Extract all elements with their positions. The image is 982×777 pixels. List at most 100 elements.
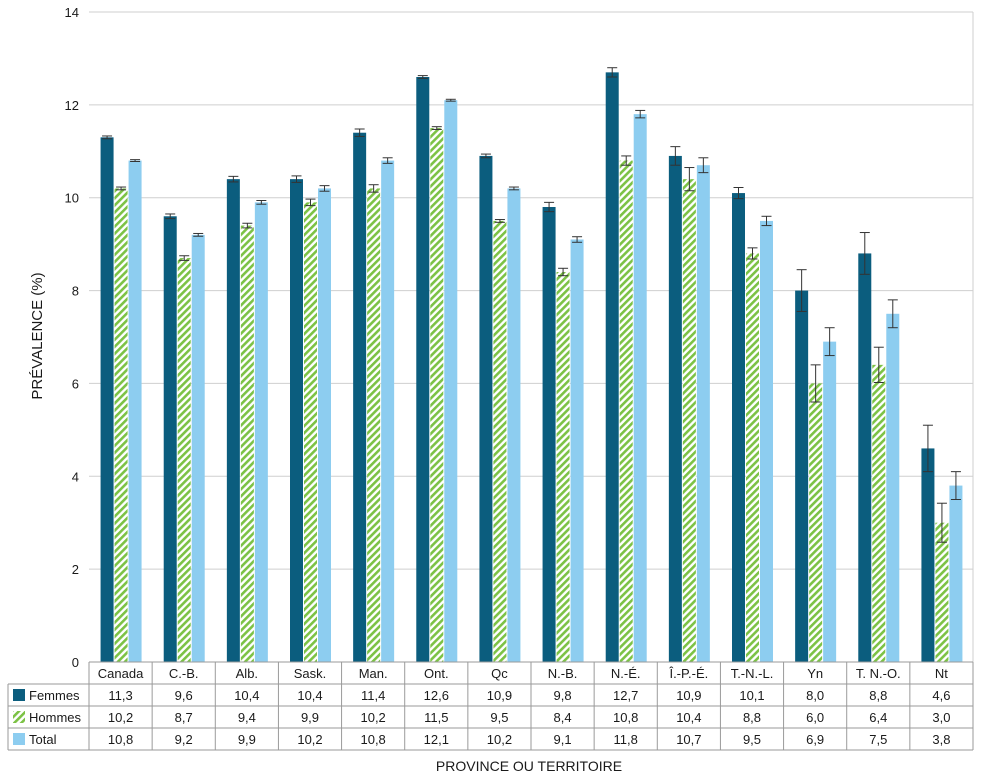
bar-total-2 [254,202,268,662]
error-bar [354,128,365,137]
error-bar [544,201,555,213]
category-label: Nt [935,666,948,681]
bar-hommes-9 [682,179,696,662]
bar-total-10 [760,220,773,662]
data-label: 11,8 [614,732,638,747]
error-bar [417,75,428,79]
error-bar [572,236,583,243]
error-bar [698,157,709,174]
data-label: 9,9 [301,710,319,725]
error-bar [130,159,141,162]
category-label: Yn [807,666,823,681]
category-label: C.-B. [169,666,199,681]
error-bar [810,364,821,403]
bars [100,67,963,663]
category-label: Sask. [294,666,327,681]
bar-hommes-12 [872,364,886,662]
error-bar [873,346,884,383]
error-bar [368,184,379,193]
data-label: 11,4 [361,688,385,703]
legend-swatch-hommes [13,711,25,723]
data-label: 6,9 [806,732,824,747]
data-label: 12,7 [613,688,638,703]
data-label: 10,2 [360,710,385,725]
error-bar [305,198,316,207]
error-bar [635,109,646,119]
error-bar [761,215,772,227]
data-label: 6,0 [806,710,824,725]
data-label: 9,4 [238,710,256,725]
bar-femmes-7 [542,207,556,662]
bar-hommes-3 [304,202,317,662]
category-label: Alb. [236,666,258,681]
data-label: 11,5 [424,710,448,725]
y-tick-label: 14 [65,5,79,20]
bar-femmes-3 [290,179,303,662]
data-label: 8,4 [554,710,572,725]
error-bar [747,247,758,260]
data-label: 8,0 [806,688,824,703]
y-tick-label: 4 [72,469,79,484]
error-bar [165,213,176,220]
data-label: 10,8 [613,710,638,725]
data-label: 12,6 [424,688,449,703]
data-label: 8,8 [869,688,887,703]
y-tick-label: 8 [72,284,79,299]
bar-femmes-10 [732,193,745,663]
error-bar [242,222,253,229]
bar-total-8 [633,114,647,662]
data-label: 9,6 [175,688,193,703]
legend-swatch-femmes [13,689,25,701]
bar-hommes-13 [935,522,949,662]
bar-hommes-5 [430,128,444,663]
error-bar [193,232,204,237]
bar-hommes-8 [619,160,633,663]
data-label: 10,9 [487,688,512,703]
y-tick-label: 10 [65,191,79,206]
error-bar [950,471,961,500]
category-label: T.-N.-L. [731,666,774,681]
data-label: 3,0 [932,710,950,725]
data-label: 8,7 [175,710,193,725]
data-label: 10,4 [297,688,322,703]
bar-hommes-1 [177,258,191,662]
bar-femmes-8 [605,72,619,663]
category-label: Qc [491,666,508,681]
bar-total-12 [886,313,900,662]
error-bar [859,232,870,275]
data-label: 10,8 [108,732,133,747]
data-label: 12,1 [424,732,449,747]
category-label: N.-B. [548,666,578,681]
y-tick-label: 12 [65,98,79,113]
error-bar [796,269,807,312]
category-label: Ont. [424,666,449,681]
bar-femmes-4 [353,132,367,662]
legend-label-femmes: Femmes [29,688,80,703]
error-bar [480,153,491,159]
data-label: 9,5 [743,732,761,747]
data-label: 10,4 [676,710,701,725]
error-bar [291,175,302,183]
data-label: 3,8 [932,732,950,747]
legend-label-hommes: Hommes [29,710,82,725]
bar-femmes-9 [668,155,682,662]
category-label: N.-É. [611,666,641,681]
data-label: 9,2 [175,732,193,747]
error-bar [621,155,632,166]
data-label: 9,9 [238,732,256,747]
y-axis-ticks: 0 2 4 6 8 10 12 14 [65,5,79,670]
y-axis-label: PRÉVALENCE (%) [29,272,46,399]
bar-hommes-11 [809,383,823,662]
legend-swatch-total [13,733,25,745]
bar-femmes-2 [226,179,240,662]
bar-total-4 [381,160,395,663]
error-bar [824,327,835,357]
error-bar [508,186,519,191]
data-label: 10,2 [297,732,322,747]
bar-hommes-6 [493,220,507,662]
error-bar [887,299,898,329]
bar-total-1 [191,234,205,662]
error-bar [922,424,933,473]
error-bar [382,157,393,164]
